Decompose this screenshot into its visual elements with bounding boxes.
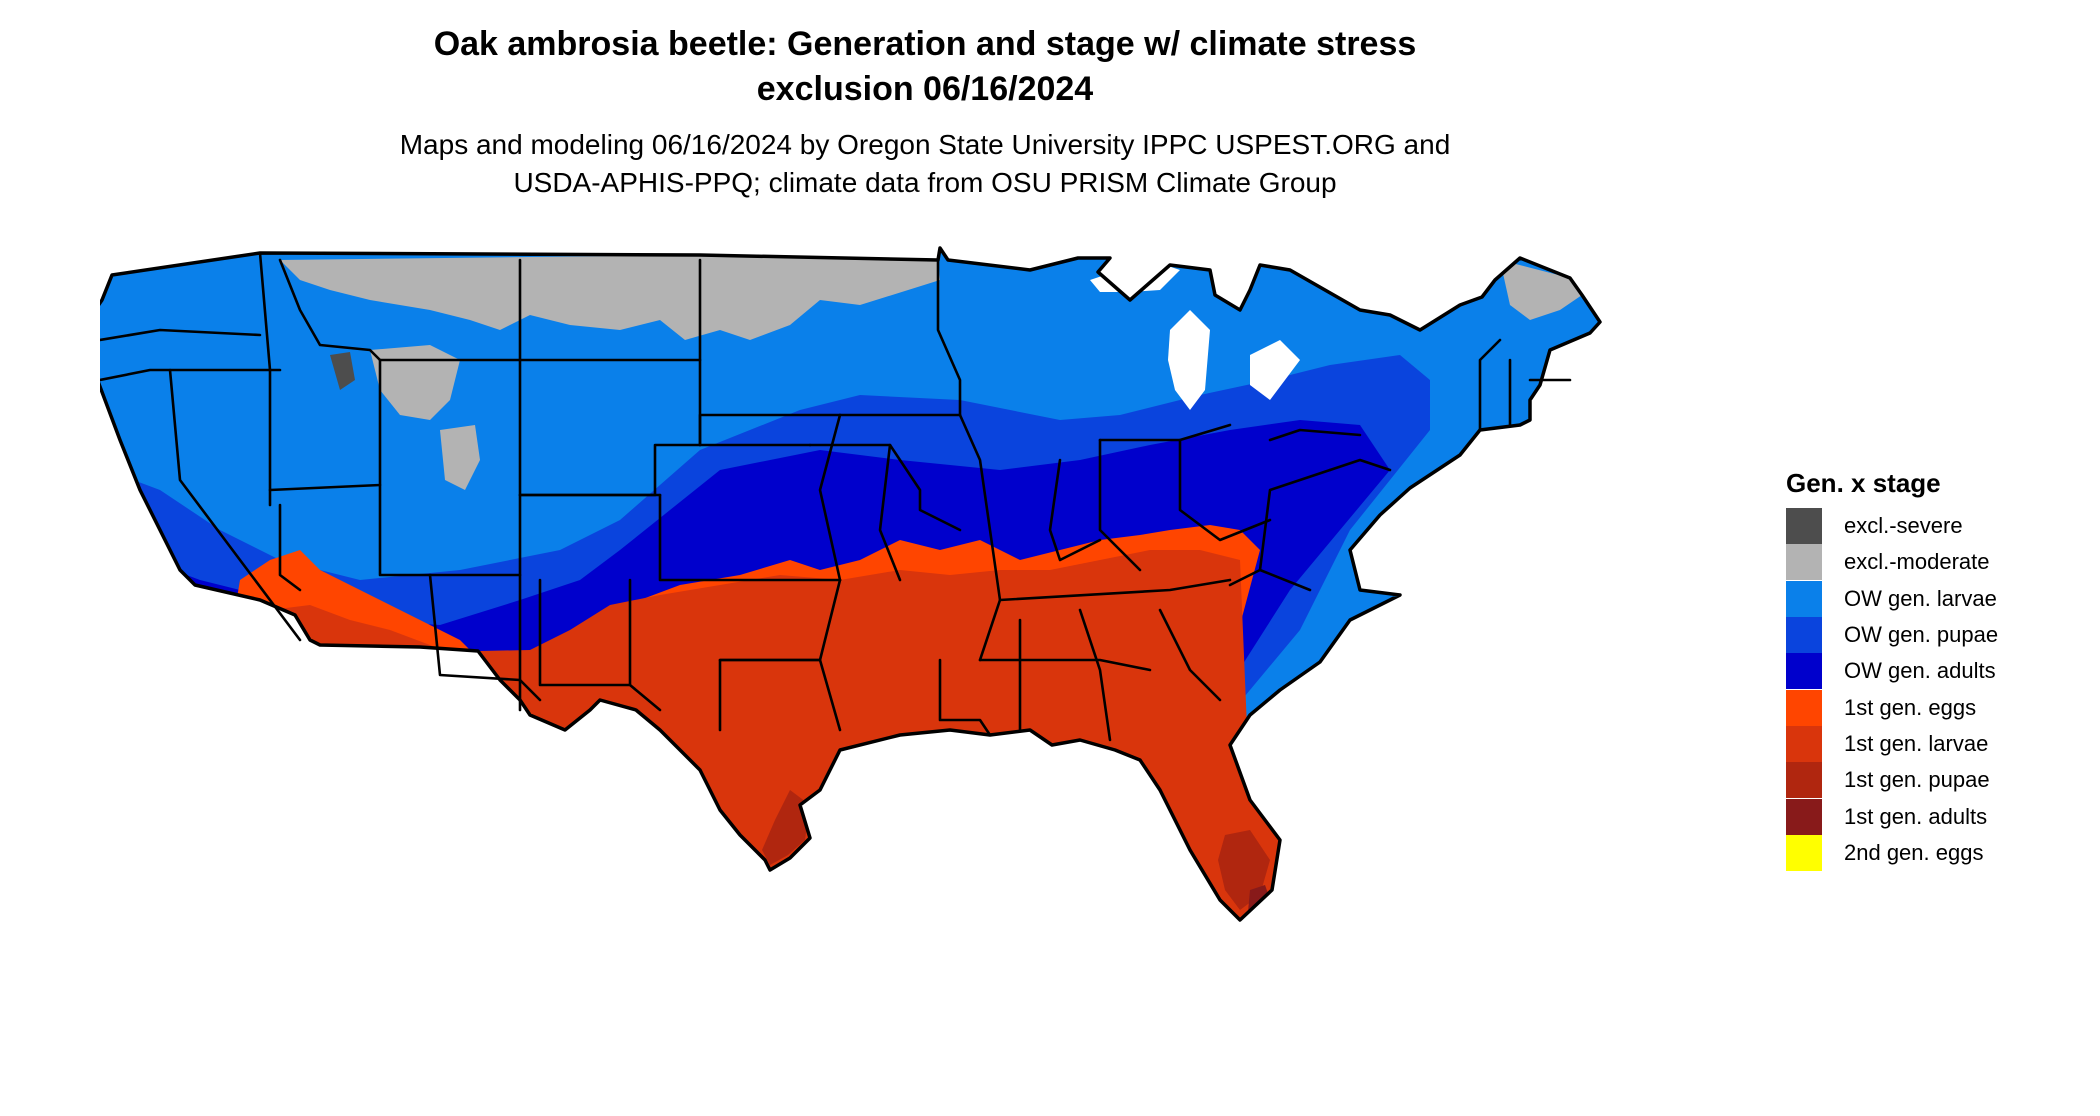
legend-label: OW gen. larvae: [1844, 585, 1997, 611]
legend-label: 1st gen. pupae: [1844, 767, 1990, 793]
conus-map: [83, 230, 1750, 1110]
legend-item: 2nd gen. eggs: [1786, 834, 1998, 871]
subtitle-line-1: Maps and modeling 06/16/2024 by Oregon S…: [399, 129, 1451, 160]
subtitle-line-2: USDA-APHIS-PPQ; climate data from OSU PR…: [513, 167, 1337, 198]
legend-item: 1st gen. eggs: [1786, 689, 1998, 726]
legend-swatch: [1786, 580, 1822, 617]
legend-swatch: [1786, 762, 1822, 799]
legend-item: 1st gen. pupae: [1786, 762, 1998, 799]
legend-swatch: [1786, 834, 1822, 871]
legend-title: Gen. x stage: [1786, 468, 1941, 498]
legend-swatch: [1786, 508, 1822, 545]
legend-swatch: [1786, 689, 1822, 726]
legend-label: OW gen. pupae: [1844, 622, 1999, 648]
conus-map-graphic: [83, 246, 1602, 922]
legend-label: 1st gen. larvae: [1844, 730, 1989, 756]
legend-label: 2nd gen. eggs: [1844, 839, 1984, 865]
legend-item: 1st gen. adults: [1786, 798, 1998, 835]
legend-item: excl.-severe: [1786, 508, 1998, 545]
legend-item: OW gen. pupae: [1786, 617, 1999, 654]
legend-items: excl.-severe excl.-moderate OW gen. larvae…: [1786, 508, 1998, 871]
legend-label: 1st gen. adults: [1844, 803, 1988, 829]
legend-item: 1st gen. larvae: [1786, 725, 1998, 762]
legend-label: 1st gen. eggs: [1844, 694, 1977, 720]
map-subtitle: Maps and modeling 06/16/2024 by Oregon S…: [0, 126, 1850, 202]
legend-swatch: [1786, 544, 1822, 581]
legend: Gen. x stage excl.-severe excl.-moderate O…: [1786, 466, 1998, 871]
legend-swatch: [1786, 617, 1822, 654]
legend-swatch: [1786, 653, 1822, 690]
legend-label: excl.-moderate: [1844, 549, 1990, 575]
legend-swatch: [1786, 725, 1822, 762]
legend-item: excl.-moderate: [1786, 544, 1998, 581]
title-line-2: exclusion 06/16/2024: [756, 70, 1094, 108]
legend-label: excl.-severe: [1844, 513, 1963, 539]
legend-item: OW gen. adults: [1786, 653, 1998, 690]
title-line-1: Oak ambrosia beetle: Generation and stag…: [433, 25, 1417, 63]
map-title: Oak ambrosia beetle: Generation and stag…: [0, 22, 1850, 112]
legend-label: OW gen. adults: [1844, 658, 1996, 684]
legend-item: OW gen. larvae: [1786, 580, 1998, 617]
legend-swatch: [1786, 798, 1822, 835]
